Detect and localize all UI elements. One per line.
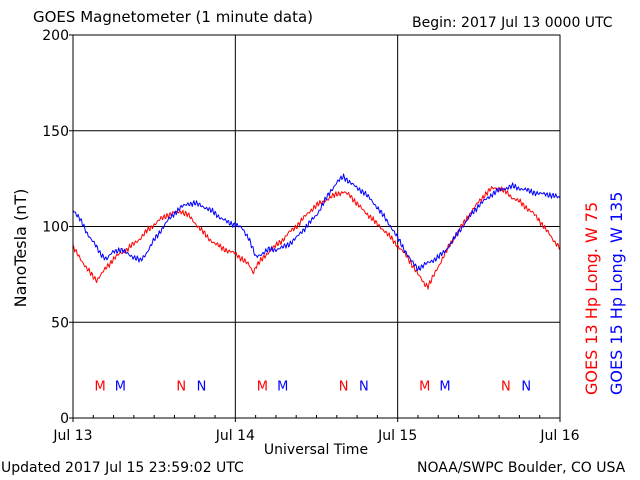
grid bbox=[73, 35, 560, 418]
x-ticks: Jul 13 Jul 14 Jul 15 Jul 16 bbox=[52, 415, 580, 444]
y-tick-label: 150 bbox=[42, 124, 69, 140]
y-tick-label: 50 bbox=[51, 315, 69, 331]
noon-midnight-marker: M bbox=[257, 379, 268, 394]
legend: GOES 13 Hp Long. W 75 GOES 15 Hp Long. W … bbox=[582, 192, 626, 395]
y-tick-label: 0 bbox=[60, 411, 69, 427]
updated-timestamp: Updated 2017 Jul 15 23:59:02 UTC bbox=[1, 460, 244, 476]
chart-title: GOES Magnetometer (1 minute data) bbox=[33, 8, 314, 26]
x-tick-label: Jul 14 bbox=[215, 428, 255, 444]
noon-midnight-marker: M bbox=[94, 379, 105, 394]
x-tick-label: Jul 16 bbox=[539, 428, 579, 444]
noon-midnight-marker: N bbox=[359, 379, 369, 394]
x-axis-label: Universal Time bbox=[264, 442, 368, 458]
noon-midnight-marker: M bbox=[277, 379, 288, 394]
noon-midnight-marker: N bbox=[339, 379, 349, 394]
noon-midnight-marker: M bbox=[115, 379, 126, 394]
noon-midnight-marker: M bbox=[439, 379, 450, 394]
noon-midnight-marker: N bbox=[521, 379, 531, 394]
noon-midnight-marker: N bbox=[197, 379, 207, 394]
y-tick-label: 100 bbox=[42, 220, 69, 236]
y-tick-label: 200 bbox=[42, 28, 69, 44]
legend-entry: GOES 15 Hp Long. W 135 bbox=[607, 192, 626, 395]
series-layer bbox=[72, 173, 561, 290]
x-tick-label: Jul 15 bbox=[377, 428, 417, 444]
series-line bbox=[72, 186, 561, 290]
credit-text: NOAA/SWPC Boulder, CO USA bbox=[417, 460, 626, 476]
series-line bbox=[72, 173, 561, 272]
begin-time: Begin: 2017 Jul 13 0000 UTC bbox=[412, 15, 613, 31]
y-axis-label: NanoTesla (nT) bbox=[11, 189, 30, 308]
noon-midnight-marker: M bbox=[419, 379, 430, 394]
noon-midnight-marker: N bbox=[501, 379, 511, 394]
x-tick-label: Jul 13 bbox=[52, 428, 92, 444]
y-ticks: 0 50 100 150 200 bbox=[42, 28, 73, 427]
noon-midnight-marker: N bbox=[176, 379, 186, 394]
legend-entry: GOES 13 Hp Long. W 75 bbox=[582, 202, 601, 395]
